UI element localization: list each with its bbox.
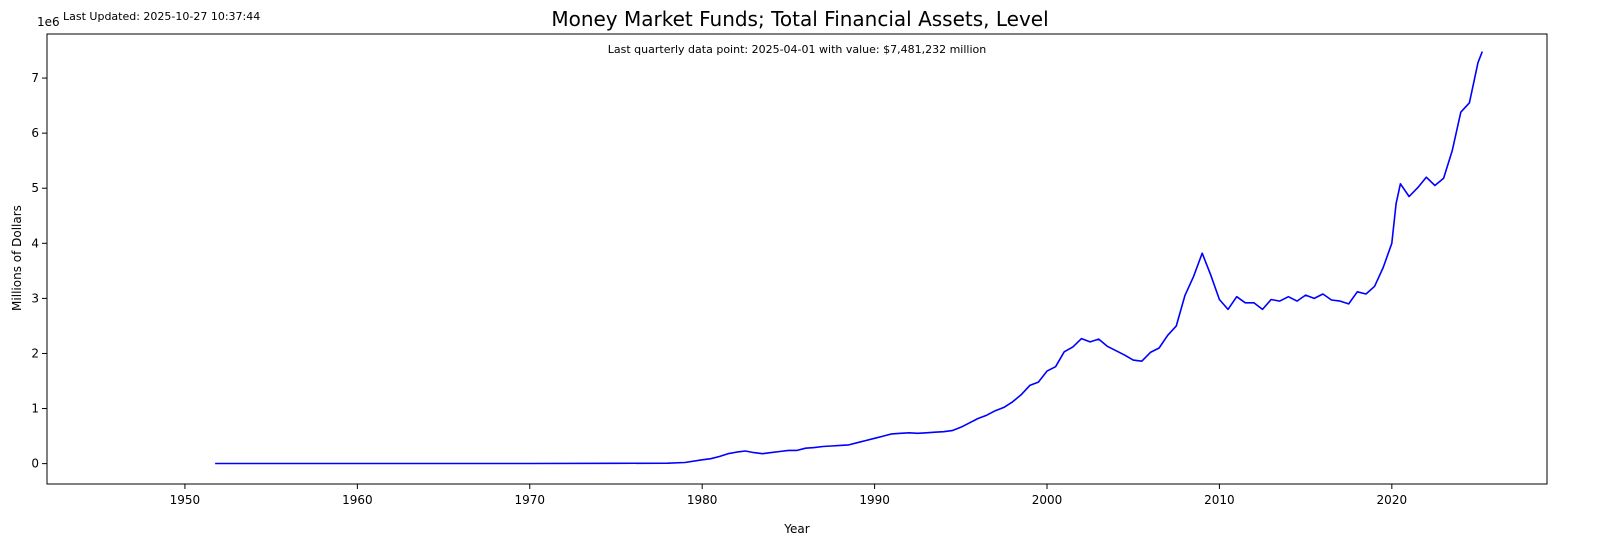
y-tick-label: 5 bbox=[31, 181, 39, 195]
y-tick-label: 1 bbox=[31, 402, 39, 416]
x-tick-label: 1950 bbox=[170, 493, 201, 507]
x-axis-label: Year bbox=[784, 522, 810, 536]
last-updated-label: Last Updated: 2025-10-27 10:37:44 bbox=[63, 10, 261, 23]
chart-annotation: Last quarterly data point: 2025-04-01 wi… bbox=[607, 43, 987, 56]
x-tick-label: 1960 bbox=[342, 493, 373, 507]
chart-title: Money Market Funds; Total Financial Asse… bbox=[551, 7, 1049, 31]
x-tick-label: 1990 bbox=[859, 493, 890, 507]
x-axis-ticks: 1950 1960 1970 1980 1990 2000 2010 2020 bbox=[170, 484, 1407, 507]
x-tick-label: 1980 bbox=[687, 493, 718, 507]
y-axis-ticks: 0 1 2 3 4 5 6 7 bbox=[31, 71, 47, 471]
x-tick-label: 2000 bbox=[1032, 493, 1063, 507]
plot-area-frame bbox=[46, 33, 1548, 485]
x-tick-label: 1970 bbox=[514, 493, 545, 507]
y-tick-label: 2 bbox=[31, 346, 39, 360]
y-tick-label: 3 bbox=[31, 291, 39, 305]
y-tick-label: 7 bbox=[31, 71, 39, 85]
x-tick-label: 2020 bbox=[1377, 493, 1408, 507]
y-tick-label: 4 bbox=[31, 236, 39, 250]
y-axis-offset-label: 1e6 bbox=[37, 15, 60, 29]
y-axis-label: Millions of Dollars bbox=[10, 205, 24, 311]
series-line bbox=[215, 51, 1484, 465]
y-tick-label: 0 bbox=[31, 457, 39, 471]
x-tick-label: 2010 bbox=[1204, 493, 1235, 507]
y-tick-label: 6 bbox=[31, 126, 39, 140]
